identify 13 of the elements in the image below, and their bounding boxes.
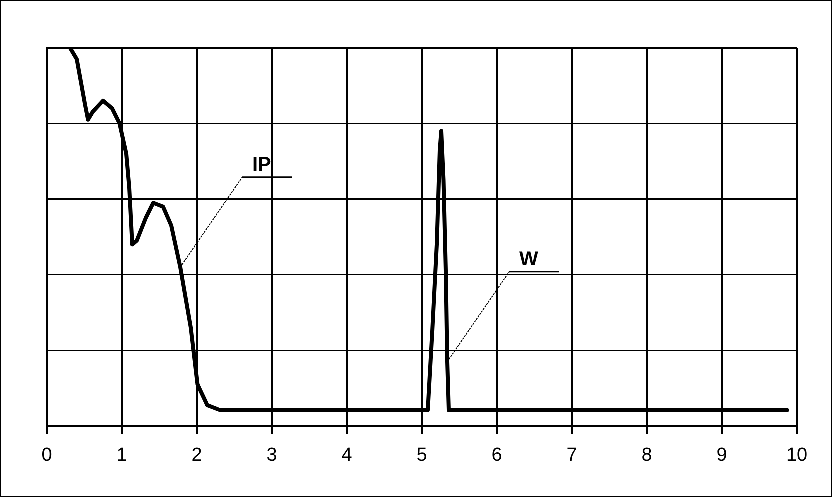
x-tick-label: 10 xyxy=(786,444,808,466)
x-tick-label: 7 xyxy=(566,444,578,466)
x-tick-label: 4 xyxy=(342,444,353,466)
x-tick-label: 0 xyxy=(42,444,52,466)
x-tick-label: 8 xyxy=(642,444,652,466)
x-tick-label: 5 xyxy=(416,444,428,466)
annotation: IP xyxy=(252,154,272,176)
x-tick-label: 2 xyxy=(192,444,202,466)
x-tick-label: 3 xyxy=(266,444,278,466)
x-tick-label: 6 xyxy=(492,444,502,466)
x-tick-label: 1 xyxy=(116,444,128,466)
annotation: W xyxy=(520,248,538,270)
x-tick-label: 9 xyxy=(716,444,728,466)
